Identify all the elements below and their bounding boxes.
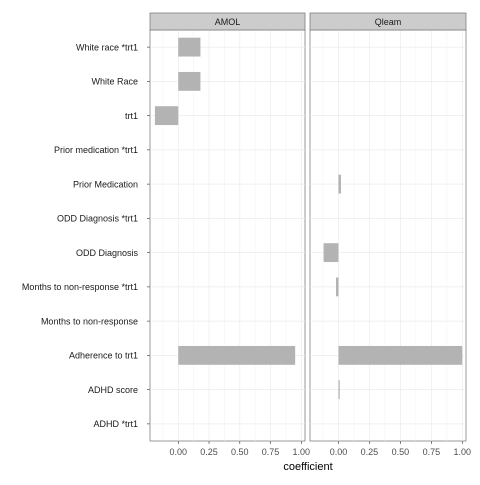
facet-label-qleam: Qleam	[375, 17, 402, 27]
facet-strip-qleam	[309, 12, 467, 31]
bar-amol-1	[178, 71, 201, 91]
x-tick-label-amol: 0.50	[231, 447, 249, 457]
facet-label-amol: AMOL	[215, 17, 241, 27]
y-tick-label: White Race	[91, 77, 138, 87]
x-tick-label-amol: 0.75	[262, 447, 280, 457]
y-tick-label: Adherence to trt1	[69, 351, 138, 361]
y-tick-label: ODD Diagnosis	[76, 248, 139, 258]
x-tick-label-amol: 0.00	[170, 447, 188, 457]
x-tick-label-qleam: 0.25	[361, 447, 379, 457]
y-tick-label: ADHD score	[88, 385, 138, 395]
y-tick-label: trt1	[125, 111, 138, 121]
bar-qleam-10	[338, 380, 340, 400]
bar-amol-2	[154, 106, 179, 126]
y-tick-label: ADHD *trt1	[93, 419, 138, 429]
panel-qleam	[309, 29, 467, 442]
y-tick-label: Prior medication *trt1	[54, 145, 138, 155]
x-tick-label-amol: 1.00	[293, 447, 311, 457]
panel-amol	[149, 29, 306, 442]
y-tick-label: Months to non-response	[41, 316, 138, 326]
bar-amol-0	[178, 37, 201, 57]
bar-qleam-6	[323, 243, 339, 263]
bar-qleam-4	[338, 174, 341, 194]
x-axis-title: coefficient	[283, 461, 332, 473]
x-tick-label-qleam: 0.75	[423, 447, 441, 457]
bar-qleam-7	[336, 277, 339, 297]
bar-qleam-9	[338, 345, 463, 365]
x-tick-label-qleam: 1.00	[454, 447, 472, 457]
x-tick-label-amol: 0.25	[200, 447, 218, 457]
y-tick-label: White race *trt1	[76, 42, 138, 52]
y-tick-label: Prior Medication	[73, 179, 138, 189]
x-tick-label-qleam: 0.00	[330, 447, 348, 457]
y-tick-label: ODD Diagnosis *trt1	[57, 214, 138, 224]
facet-strip-amol	[149, 12, 306, 31]
y-tick-label: Months to non-response *trt1	[22, 282, 138, 292]
x-tick-label-qleam: 0.50	[392, 447, 410, 457]
bar-amol-9	[178, 345, 296, 365]
